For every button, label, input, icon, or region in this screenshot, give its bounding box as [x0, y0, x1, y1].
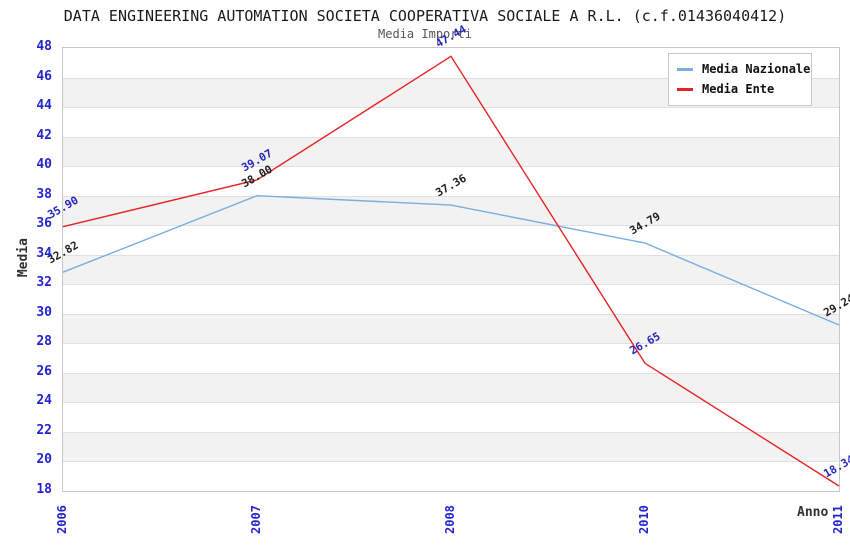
y-tick-label: 22	[36, 422, 52, 438]
gridline	[63, 343, 839, 344]
plot-band	[63, 254, 839, 285]
x-tick-label: 2011	[831, 505, 845, 534]
x-tick-label: 2006	[55, 505, 69, 534]
y-tick-label: 38	[36, 186, 52, 202]
gridline	[63, 314, 839, 315]
y-tick-label: 46	[36, 68, 52, 84]
series-line-media-nazionale	[62, 194, 840, 326]
legend-label: Media Nazionale	[702, 62, 811, 76]
y-tick-label: 18	[36, 482, 52, 497]
legend-item-media-nazionale: Media Nazionale	[669, 59, 811, 79]
x-tick-label: 2010	[637, 505, 651, 534]
gridline	[63, 255, 839, 256]
legend-swatch	[677, 67, 693, 71]
series-line-media-ente	[62, 55, 840, 487]
gridline	[63, 284, 839, 285]
y-tick-label: 24	[36, 393, 52, 409]
x-tick-label: 2008	[443, 505, 457, 534]
x-axis-title: Anno	[797, 505, 829, 520]
plot-band	[63, 107, 839, 137]
plot-area: 32.82 38.00 37.36 34.79 29.24 35.90 39.07 47.44…	[45, 23, 850, 492]
series-lines	[62, 55, 840, 487]
legend: Media Nazionale Media Ente	[668, 53, 812, 106]
y-tick-label: 44	[36, 98, 52, 114]
plot-band	[63, 166, 839, 196]
plot-band	[63, 461, 839, 491]
x-tick-label: 2007	[249, 505, 263, 534]
y-tick-label: 32	[36, 275, 52, 291]
plot-band	[63, 431, 839, 462]
plot-band	[63, 195, 839, 226]
y-tick-label: 30	[36, 304, 52, 320]
legend-swatch	[677, 87, 693, 91]
plot-band	[63, 372, 839, 403]
y-axis-title: Media	[16, 238, 31, 278]
gridline	[63, 432, 839, 433]
y-tick-label: 42	[36, 127, 52, 143]
plot-band	[63, 136, 839, 167]
plot-band	[63, 343, 839, 373]
chart-subtitle: Media Importi	[378, 27, 472, 41]
gridline	[63, 78, 839, 79]
legend-item-media-ente: Media Ente	[669, 79, 811, 99]
gridline	[63, 402, 839, 403]
gridline	[63, 196, 839, 197]
y-tick-label: 20	[36, 452, 52, 468]
gridline	[63, 137, 839, 138]
plot-band	[63, 284, 839, 314]
gridline	[63, 461, 839, 462]
y-tick-label: 40	[36, 157, 52, 173]
plot-band	[63, 225, 839, 255]
gridline	[63, 166, 839, 167]
legend-label: Media Ente	[702, 82, 775, 96]
chart-title: DATA ENGINEERING AUTOMATION SOCIETA COOP…	[63, 7, 787, 25]
y-tick-label: 28	[36, 334, 52, 350]
gridline	[63, 107, 839, 108]
y-tick-label: 36	[36, 216, 52, 232]
gridline	[63, 225, 839, 226]
y-tick-label: 26	[36, 363, 52, 379]
gridline	[63, 373, 839, 374]
plot-band	[63, 402, 839, 432]
y-tick-label: 34	[36, 245, 52, 261]
y-tick-label: 48	[36, 39, 52, 54]
plot-band	[63, 313, 839, 344]
